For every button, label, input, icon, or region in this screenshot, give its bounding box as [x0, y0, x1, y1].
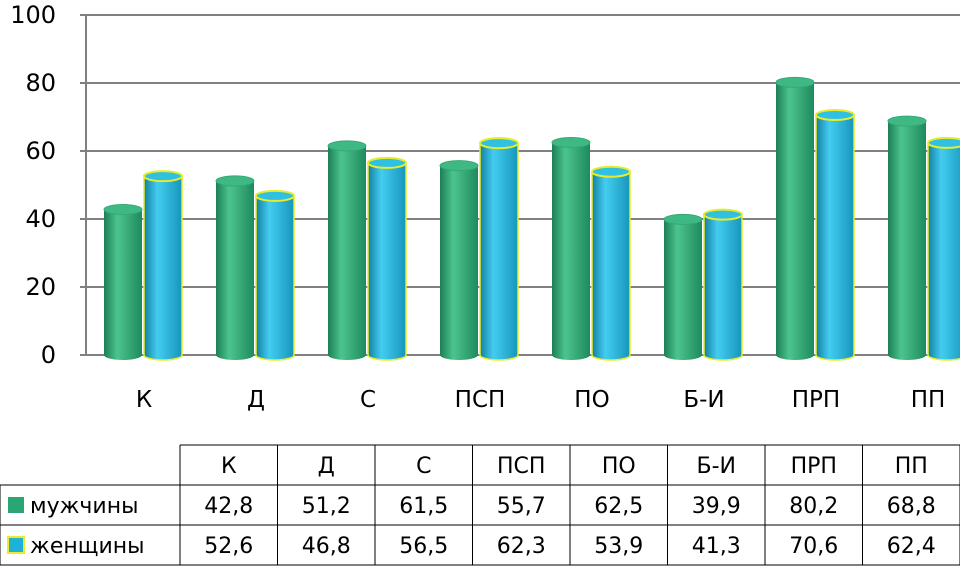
x-category-label: ПРП — [792, 387, 840, 413]
bar-women — [927, 136, 960, 361]
bar-women — [367, 156, 407, 361]
table-header-cell: Б-И — [697, 454, 737, 479]
x-category-label: К — [136, 387, 152, 413]
table-value-cell: 39,9 — [692, 494, 741, 519]
bar-women — [703, 208, 743, 361]
table-value-cell: 70,6 — [789, 534, 838, 559]
table-value-cell: 46,8 — [302, 534, 351, 559]
bar-men — [887, 115, 927, 360]
y-tick-label: 100 — [10, 1, 56, 29]
table-header-cell: ПРП — [791, 454, 837, 479]
bar-men — [663, 213, 703, 360]
bar-women — [143, 170, 183, 361]
y-tick-label: 60 — [25, 137, 56, 165]
x-category-label: ПО — [574, 387, 609, 413]
table-value-cell: 42,8 — [204, 494, 253, 519]
bar-women — [591, 165, 631, 361]
table-value-cell: 61,5 — [399, 494, 448, 519]
table-value-cell: 80,2 — [789, 494, 838, 519]
legend-label: мужчины — [30, 494, 139, 519]
y-tick-label: 40 — [25, 205, 56, 233]
x-category-label: ПСП — [455, 387, 506, 413]
table-header-cell: Д — [318, 454, 335, 479]
y-axis: 0 20 40 60 80 100 — [10, 1, 960, 369]
legend-swatch — [7, 536, 25, 554]
table-value-cell: 52,6 — [204, 534, 253, 559]
table-value-cell: 56,5 — [399, 534, 448, 559]
bar-women — [815, 108, 855, 361]
x-category-label: ПП — [911, 387, 946, 413]
bar-men — [103, 203, 143, 360]
y-tick-label: 0 — [41, 341, 56, 369]
data-table: К Д С ПСП ПО Б-И ПРП ПП мужчины 42,8 51,2 61,5 55,7 6… — [0, 444, 960, 566]
table-value-cell: 55,7 — [497, 494, 546, 519]
legend-label: женщины — [30, 534, 145, 559]
table-header-cell: ПСП — [497, 454, 545, 479]
bars — [103, 76, 960, 361]
y-tick-label: 20 — [25, 273, 56, 301]
x-category-label: С — [360, 387, 376, 413]
table-value-cell: 62,4 — [887, 534, 936, 559]
table-header-cell: К — [221, 454, 237, 479]
category-labels: К Д С ПСП ПО Б-И ПРП ПП — [136, 387, 945, 413]
table-value-cell: 53,9 — [594, 534, 643, 559]
x-category-label: Б-И — [683, 387, 724, 413]
bar-men — [215, 175, 255, 360]
table-value-cell: 41,3 — [692, 534, 741, 559]
table-header-cell: ПО — [602, 454, 636, 479]
table-value-cell: 62,5 — [594, 494, 643, 519]
table-value-cell: 68,8 — [887, 494, 936, 519]
bar-men — [327, 140, 367, 360]
table-header-cell: С — [416, 454, 431, 479]
bar-men — [439, 160, 479, 360]
table-value-cell: 62,3 — [497, 534, 546, 559]
bar-women — [479, 137, 519, 361]
y-tick-label: 80 — [25, 69, 56, 97]
bar-men — [551, 137, 591, 360]
table-value-cell: 51,2 — [302, 494, 351, 519]
bar-men — [775, 76, 815, 360]
legend-swatch — [8, 497, 24, 513]
x-category-label: Д — [247, 387, 265, 413]
bar-women — [255, 189, 295, 361]
table-header-cell: ПП — [895, 454, 928, 479]
